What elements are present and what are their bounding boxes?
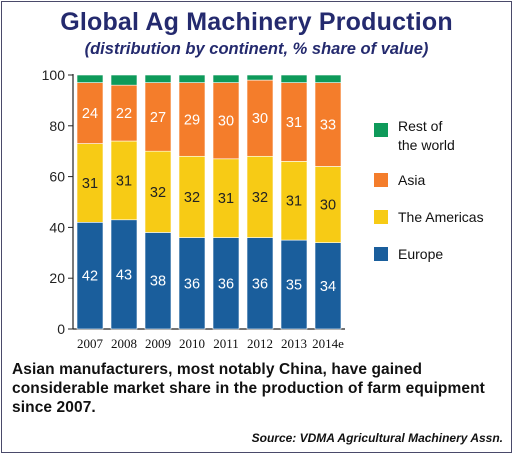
bar-segment-the-americas — [76, 143, 104, 223]
y-tick-label: 40 — [49, 219, 65, 235]
bar-segment-asia — [314, 82, 342, 167]
bar-segment-rest-of-the-world — [76, 74, 104, 83]
data-label: 34 — [320, 279, 336, 295]
bar-segment-asia — [212, 82, 240, 160]
legend-label: Europe — [398, 246, 443, 262]
data-label: 30 — [252, 111, 268, 127]
bar-segment-rest-of-the-world — [246, 74, 274, 81]
bar-segment-asia — [178, 82, 206, 157]
chart-caption: Asian manufacturers, most notably China,… — [12, 361, 485, 416]
bar-segment-europe — [76, 222, 104, 330]
data-label: 30 — [320, 198, 336, 214]
data-label: 27 — [150, 110, 166, 126]
data-label: 31 — [218, 191, 234, 207]
legend-swatch — [374, 173, 388, 187]
y-tick-label: 0 — [57, 321, 65, 337]
legend-label: The Americas — [398, 209, 484, 225]
data-label: 43 — [116, 267, 132, 283]
x-tick-label: 2014e — [312, 336, 344, 351]
legend-label: Rest of — [398, 118, 442, 134]
data-label: 31 — [82, 176, 98, 192]
y-tick-label: 100 — [42, 67, 66, 83]
bar-segment-rest-of-the-world — [314, 74, 342, 83]
bar-segment-europe — [110, 219, 138, 330]
bar-segment-the-americas — [280, 161, 308, 241]
data-label: 32 — [150, 185, 166, 201]
bar-segment-asia — [280, 82, 308, 162]
data-label: 36 — [218, 276, 234, 292]
bar-segment-europe — [144, 232, 172, 330]
bar-segment-the-americas — [144, 150, 172, 233]
data-label: 24 — [82, 106, 98, 122]
x-tick-label: 2011 — [213, 336, 239, 351]
chart-subtitle: (distribution by continent, % share of v… — [84, 40, 429, 58]
legend-swatch — [374, 247, 388, 261]
data-label: 38 — [150, 274, 166, 290]
data-label: 36 — [184, 276, 200, 292]
bar-segment-rest-of-the-world — [144, 74, 172, 83]
chart-source: Source: VDMA Agricultural Machinery Assn… — [251, 431, 503, 445]
bar-segment-asia — [110, 84, 138, 142]
x-tick-label: 2009 — [145, 336, 171, 351]
bar-segment-europe — [212, 237, 240, 330]
chart-title: Global Ag Machinery Production — [60, 8, 453, 36]
bar-segment-rest-of-the-world — [280, 74, 308, 83]
y-tick-label: 80 — [49, 118, 65, 134]
bar-segment-europe — [178, 237, 206, 330]
legend-swatch — [374, 210, 388, 224]
bar-segment-rest-of-the-world — [110, 74, 138, 86]
x-tick-label: 2010 — [179, 336, 205, 351]
legend-label: Asia — [398, 172, 425, 188]
bar-segment-europe — [280, 239, 308, 330]
x-tick-label: 2007 — [77, 336, 104, 351]
data-label: 30 — [218, 114, 234, 130]
bar-segment-the-americas — [314, 166, 342, 243]
y-tick-label: 20 — [49, 270, 65, 286]
bar-segment-the-americas — [246, 155, 274, 238]
x-tick-label: 2013 — [281, 336, 307, 351]
bar-segment-europe — [246, 237, 274, 330]
bar-segment-europe — [314, 242, 342, 330]
y-tick-label: 60 — [49, 169, 65, 185]
bar-segment-asia — [76, 82, 104, 144]
x-tick-label: 2008 — [111, 336, 137, 351]
data-label: 42 — [82, 269, 98, 285]
bar-segment-asia — [144, 82, 172, 152]
data-label: 32 — [184, 190, 200, 206]
data-label: 31 — [286, 194, 302, 210]
bar-segment-asia — [246, 79, 274, 157]
data-label: 31 — [116, 173, 132, 189]
data-label: 33 — [320, 118, 336, 134]
data-label: 32 — [252, 190, 268, 206]
data-label: 36 — [252, 276, 268, 292]
data-label: 22 — [116, 106, 132, 122]
bar-segment-rest-of-the-world — [212, 74, 240, 83]
x-tick-label: 2012 — [247, 336, 273, 351]
legend-label: the world — [398, 137, 455, 153]
bar-segment-the-americas — [212, 158, 240, 238]
data-label: 35 — [286, 278, 302, 294]
legend-swatch — [374, 123, 388, 137]
bar-segment-rest-of-the-world — [178, 74, 206, 83]
data-label: 29 — [184, 112, 200, 128]
bar-segment-the-americas — [178, 155, 206, 238]
data-label: 31 — [286, 115, 302, 131]
